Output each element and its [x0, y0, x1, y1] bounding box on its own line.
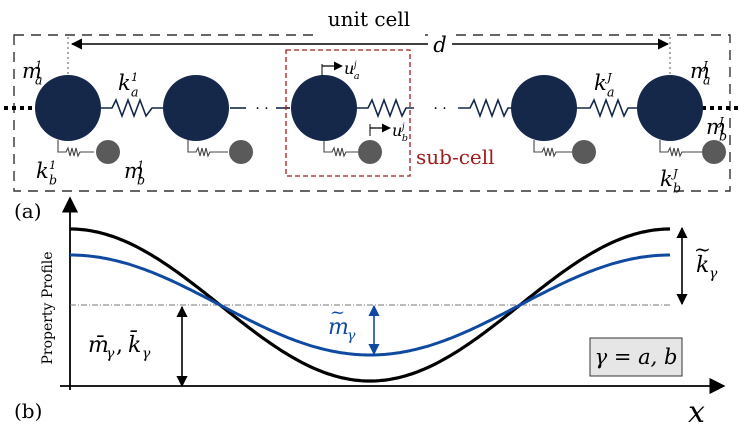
svg-text:1: 1 — [131, 70, 138, 84]
svg-text:1: 1 — [49, 158, 56, 172]
svg-text:b: b — [402, 133, 408, 144]
svg-text:m: m — [328, 315, 349, 340]
resonator-last — [659, 140, 726, 164]
svg-text:k̄: k̄ — [128, 330, 141, 358]
svg-text:γ: γ — [106, 346, 115, 362]
gamma-box — [589, 337, 683, 377]
label-m-a-1: m1a — [22, 58, 43, 87]
label-u-b: u jb — [392, 121, 408, 144]
mass-b-last — [702, 140, 726, 164]
spring-ka-last — [576, 97, 640, 119]
svg-text:k: k — [36, 159, 49, 183]
mass-b-j-plus — [572, 140, 596, 164]
period-label-mask — [428, 32, 452, 56]
mass-a-last — [637, 75, 703, 141]
x-axis-label: x — [688, 395, 705, 430]
resonator-j — [323, 140, 382, 164]
svg-text:,: , — [116, 333, 123, 358]
panel-a: unit cell d · · · · — [4, 7, 740, 223]
spring-ka-j — [356, 97, 414, 119]
label-m-b-1: m1b — [124, 158, 145, 187]
svg-text:m: m — [124, 159, 144, 183]
label-k-a-J: k Ja — [594, 70, 615, 99]
svg-text:j: j — [352, 60, 357, 70]
svg-text:~: ~ — [694, 237, 711, 261]
m-amplitude-label: ~ m γ — [328, 302, 356, 344]
svg-text:J: J — [717, 114, 725, 128]
svg-text:b: b — [49, 172, 57, 187]
spring-chain-right — [458, 97, 512, 119]
svg-text:b: b — [137, 172, 145, 187]
spring-ka-1 — [100, 97, 164, 119]
svg-text:1: 1 — [137, 158, 144, 172]
svg-text:γ: γ — [347, 328, 356, 344]
subcell-box — [285, 49, 411, 177]
label-u-a: u ja — [344, 59, 360, 82]
label-k-a-1: k 1a — [118, 70, 139, 99]
svg-text:j: j — [400, 122, 405, 132]
panel-b-label: (b) — [14, 399, 42, 423]
svg-text:m: m — [22, 59, 42, 83]
period-label: d — [433, 33, 446, 57]
svg-text:γ: γ — [709, 266, 718, 282]
label-k-b-J: k Jb — [660, 166, 681, 195]
svg-text:k: k — [660, 167, 673, 191]
svg-text:m: m — [706, 115, 726, 139]
k-profile-curve — [70, 227, 670, 383]
svg-text:k: k — [696, 253, 709, 278]
mass-a-j — [291, 75, 357, 141]
svg-text:u: u — [392, 121, 402, 140]
subcell-label: sub-cell — [416, 145, 495, 169]
svg-text:a: a — [354, 71, 360, 82]
resonator-j-plus — [533, 140, 596, 164]
svg-text:1: 1 — [35, 58, 42, 72]
svg-text:k: k — [594, 71, 607, 95]
svg-text:a: a — [607, 84, 615, 99]
label-m-a-J: mJa — [690, 58, 711, 87]
svg-text:a: a — [35, 72, 43, 87]
svg-text:m: m — [690, 59, 710, 83]
svg-text:u: u — [344, 59, 354, 78]
mass-b-1 — [96, 140, 120, 164]
svg-text:γ: γ — [142, 346, 151, 362]
panel-a-label: (a) — [14, 199, 42, 223]
label-m-b-J: mJb — [706, 114, 727, 143]
mass-a-j-plus — [511, 75, 577, 141]
mean-label: m̄ γ , k̄ γ — [88, 330, 151, 362]
label-k-b-1: k 1b — [36, 158, 57, 187]
svg-text:J: J — [605, 70, 613, 84]
y-axis-label: Property Profile — [40, 251, 56, 364]
panel-b: Property Profile x (b) ~ k γ ~ m γ m̄ γ … — [14, 196, 726, 430]
svg-text:a: a — [131, 84, 139, 99]
svg-text:m̄: m̄ — [88, 333, 109, 358]
svg-text:b: b — [673, 180, 681, 195]
resonator-1 — [57, 140, 120, 164]
mass-b-j — [358, 140, 382, 164]
mass-a-2 — [163, 75, 229, 141]
svg-text:b: b — [719, 128, 727, 143]
resonator-2 — [187, 140, 253, 164]
svg-text:k: k — [118, 71, 131, 95]
svg-text:~: ~ — [330, 302, 345, 323]
svg-text:J: J — [701, 58, 709, 72]
gamma-box-text: γ = a, b — [595, 345, 678, 369]
mass-a-1 — [35, 75, 101, 141]
ellipsis-left: · · — [255, 101, 268, 117]
svg-text:J: J — [671, 166, 679, 180]
ellipsis-middle: · · — [433, 101, 446, 117]
svg-text:a: a — [703, 72, 711, 87]
k-amplitude-label: ~ k γ — [694, 237, 718, 282]
mass-b-2 — [229, 140, 253, 164]
unit-cell-label: unit cell — [328, 7, 410, 31]
